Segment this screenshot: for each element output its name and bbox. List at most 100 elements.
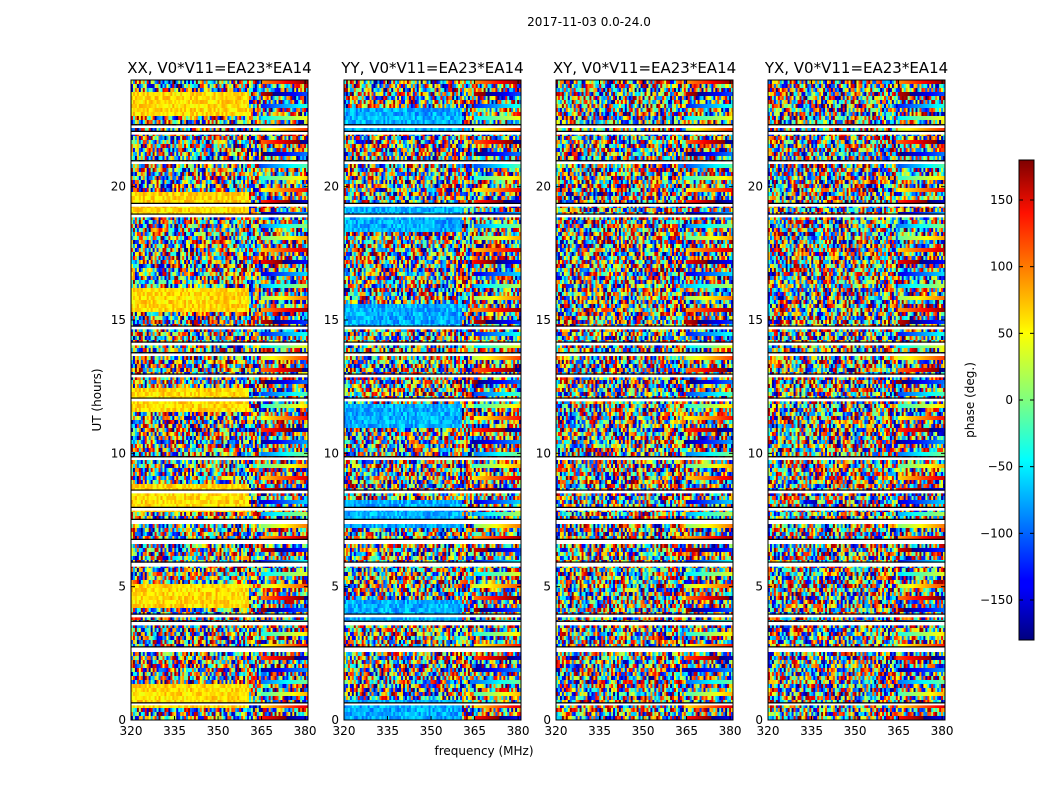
gap-band — [768, 622, 945, 625]
x-tick-label: 350 — [632, 724, 655, 738]
y-tick-label: 0 — [755, 713, 763, 727]
x-axis-label: frequency (MHz) — [434, 744, 533, 758]
gap-band — [556, 215, 733, 218]
x-tick-label: 380 — [931, 724, 954, 738]
gap-band — [131, 399, 308, 402]
x-tick-label: 350 — [844, 724, 867, 738]
x-tick-label: 365 — [887, 724, 910, 738]
gap-band — [131, 540, 308, 544]
y-tick-label: 0 — [543, 713, 551, 727]
gap-band — [131, 615, 308, 618]
y-tick-label: 15 — [111, 313, 126, 327]
gap-band — [344, 647, 521, 652]
gap-band — [344, 622, 521, 625]
x-tick-label: 335 — [163, 724, 186, 738]
gap-band — [131, 343, 308, 346]
gap-band — [131, 125, 308, 128]
gap-band — [344, 161, 521, 164]
gap-band — [131, 161, 308, 164]
colorbar-tick-label: 50 — [998, 326, 1013, 340]
gap-band — [768, 703, 945, 705]
gap-band — [768, 327, 945, 330]
gap-band — [556, 204, 733, 207]
gap-band — [556, 399, 733, 402]
figure: 2017-11-03 0.0-24.0 XX, V0*V11=EA23*EA14… — [0, 0, 1050, 800]
y-tick-label: 0 — [118, 713, 126, 727]
x-tick-label: 335 — [376, 724, 399, 738]
panel-title-2: XY, V0*V11=EA23*EA14 — [553, 59, 736, 77]
y-tick-label: 5 — [118, 580, 126, 594]
gap-band — [344, 457, 521, 460]
gap-band — [556, 457, 733, 460]
gap-band — [131, 215, 308, 218]
gap-band — [131, 563, 308, 567]
x-tick-label: 380 — [719, 724, 742, 738]
gap-band — [556, 353, 733, 356]
gap-band — [556, 161, 733, 164]
gap-band — [556, 327, 733, 330]
gap-band — [131, 491, 308, 494]
y-tick-label: 5 — [331, 580, 339, 594]
gap-band — [556, 563, 733, 567]
gap-band — [131, 353, 308, 356]
gap-band — [344, 125, 521, 128]
y-tick-label: 15 — [748, 313, 763, 327]
panel-title-3: YX, V0*V11=EA23*EA14 — [764, 59, 948, 77]
colorbar-tick-label: −100 — [980, 526, 1013, 540]
gap-band — [768, 353, 945, 356]
gap-band — [768, 563, 945, 567]
x-tick-label: 335 — [588, 724, 611, 738]
colorbar-tick-label: 100 — [990, 260, 1013, 274]
gap-band — [768, 204, 945, 207]
colorbar-tick-label: 150 — [990, 193, 1013, 207]
gap-band — [768, 375, 945, 378]
y-tick-label: 10 — [324, 446, 339, 460]
gap-band — [556, 343, 733, 346]
gap-band — [344, 540, 521, 544]
gap-band — [344, 353, 521, 356]
gap-band — [556, 647, 733, 652]
gap-band — [768, 132, 945, 135]
gap-band — [131, 132, 308, 135]
x-tick-label: 365 — [250, 724, 273, 738]
gap-band — [344, 327, 521, 330]
panel-title-1: YY, V0*V11=EA23*EA14 — [340, 59, 523, 77]
gap-band — [556, 491, 733, 494]
gap-band — [344, 132, 521, 135]
gap-band — [768, 540, 945, 544]
gap-band — [556, 540, 733, 544]
gap-band — [768, 520, 945, 524]
y-tick-label: 15 — [324, 313, 339, 327]
gap-band — [556, 520, 733, 524]
y-tick-label: 20 — [111, 180, 126, 194]
y-tick-label: 10 — [111, 446, 126, 460]
gap-band — [556, 622, 733, 625]
y-tick-label: 20 — [536, 180, 551, 194]
y-tick-label: 20 — [748, 180, 763, 194]
x-tick-label: 365 — [675, 724, 698, 738]
gap-band — [131, 647, 308, 652]
gap-band — [344, 343, 521, 346]
y-tick-label: 5 — [755, 580, 763, 594]
gap-band — [131, 327, 308, 330]
colorbar-tick-label: −150 — [980, 593, 1013, 607]
x-tick-label: 380 — [294, 724, 317, 738]
colorbar-tick-label: 0 — [1005, 393, 1013, 407]
gap-band — [131, 622, 308, 625]
x-tick-label: 350 — [420, 724, 443, 738]
gap-band — [344, 520, 521, 524]
gap-band — [768, 508, 945, 511]
gap-band — [344, 703, 521, 705]
x-tick-label: 365 — [463, 724, 486, 738]
gap-band — [344, 508, 521, 511]
gap-band — [768, 399, 945, 402]
gap-band — [556, 125, 733, 128]
y-tick-label: 15 — [536, 313, 551, 327]
gap-band — [768, 215, 945, 218]
figure-title: 2017-11-03 0.0-24.0 — [527, 15, 651, 29]
